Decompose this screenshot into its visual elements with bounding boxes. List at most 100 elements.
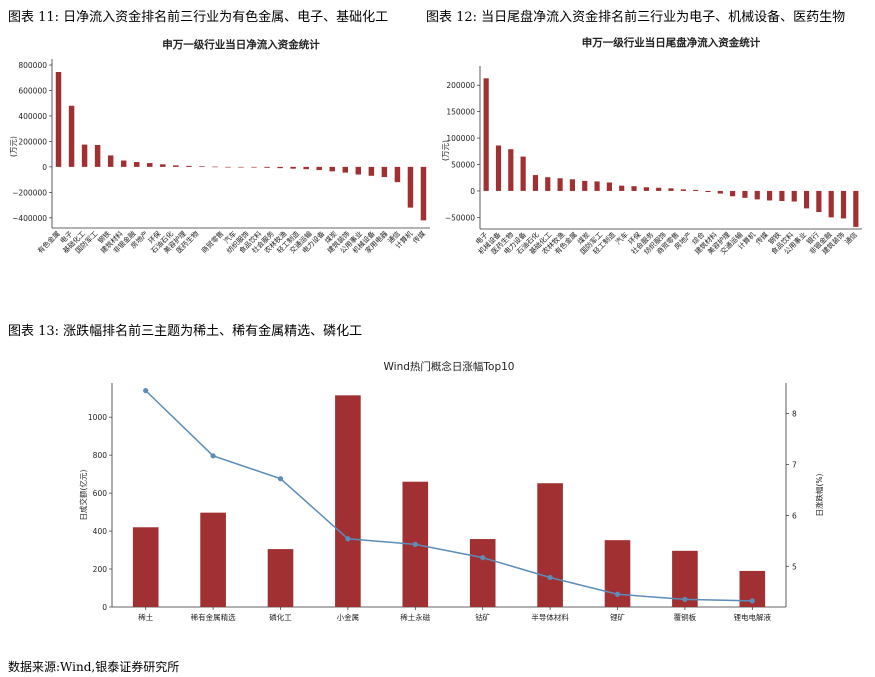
bar-7 [557, 178, 563, 191]
y-tick-label: 0 [470, 187, 475, 196]
bar-1 [132, 527, 159, 607]
bar-23 [342, 166, 349, 173]
y-tick-label: 400000 [18, 112, 47, 121]
bar-4 [520, 156, 526, 191]
bar-6 [545, 177, 551, 191]
y-tick-label: 200000 [446, 81, 475, 90]
x-tick-label: 稀土 [138, 612, 153, 622]
y-tick-label: 600 [93, 489, 108, 498]
bar-8 [147, 163, 153, 167]
bar-13 [631, 186, 637, 191]
line-point-5 [412, 541, 418, 547]
y-tick-label: 200 [93, 565, 108, 574]
bar-17 [264, 166, 270, 168]
bar-24 [355, 166, 362, 175]
bar-3 [81, 144, 88, 167]
bar-6 [120, 160, 127, 167]
line-series [145, 390, 753, 602]
y-tick-label: −400000 [12, 214, 47, 223]
bar-24 [766, 190, 773, 201]
line-point-8 [614, 591, 621, 597]
y-axis-label: (万元) [9, 136, 18, 157]
bar-13 [212, 166, 218, 168]
y-tick-label: 0 [102, 603, 107, 612]
bar-28 [816, 190, 822, 213]
bar-29 [420, 166, 427, 221]
bar-14 [225, 166, 231, 168]
y-right-tick-label: 5 [792, 562, 797, 571]
y-tick-label: −200000 [12, 188, 47, 197]
bar-18 [693, 189, 699, 191]
bar-26 [791, 190, 797, 202]
bar-15 [238, 166, 244, 168]
x-tick-label: 稀有金属精选 [191, 612, 236, 622]
line-point-2 [210, 453, 216, 459]
chart-title: 申万一级行业当日净流入资金统计 [162, 38, 320, 51]
bar-16 [668, 188, 674, 191]
y-axis-right-label: 日涨跌幅(%) [814, 473, 824, 516]
chart-title: Wind热门概念日涨幅Top10 [384, 360, 515, 373]
bar-9 [582, 180, 588, 191]
bar-19 [290, 166, 296, 169]
y-tick-label: −50000 [445, 213, 475, 222]
bar-8 [604, 540, 631, 607]
bar-12 [199, 166, 205, 167]
bar-10 [173, 165, 179, 167]
bar-30 [840, 190, 847, 219]
line-point-1 [143, 388, 149, 394]
x-tick-label: 钴矿 [475, 612, 490, 622]
x-tick-label: 覆铜板 [674, 612, 697, 622]
bar-31 [853, 190, 859, 227]
x-tick-label: 有色金属 [36, 229, 62, 255]
y-tick-label: 150000 [446, 108, 475, 117]
bar-20 [717, 190, 723, 194]
bar-15 [656, 187, 662, 191]
bar-23 [754, 190, 760, 200]
bar-11 [606, 182, 612, 191]
bar-25 [779, 190, 785, 201]
y-tick-label: 400 [93, 527, 108, 536]
x-tick-label: 半导体材料 [531, 612, 569, 622]
y-tick-label: 800000 [18, 61, 47, 70]
x-tick-label: 通信 [843, 230, 859, 246]
bar-22 [329, 166, 335, 172]
line-point-6 [480, 555, 486, 561]
y-tick-label: 200000 [18, 137, 47, 146]
bar-7 [133, 162, 140, 167]
chart-title: 申万一级行业当日尾盘净流入资金统计 [582, 36, 761, 49]
bar-22 [742, 190, 748, 198]
bar-5 [532, 175, 539, 191]
figure-12-caption: 图表 12: 当日尾盘净流入资金排名前三行业为电子、机械设备、医药生物 [426, 10, 846, 25]
line-point-4 [345, 536, 351, 542]
bar-10 [594, 181, 600, 191]
x-tick-label: 汽车 [614, 230, 630, 246]
x-tick-label: 小金属 [337, 612, 360, 622]
bar-4 [335, 395, 361, 607]
bar-21 [316, 166, 322, 171]
x-tick-label: 锂矿 [610, 612, 625, 622]
bar-4 [94, 144, 101, 167]
bar-21 [730, 190, 736, 197]
y-tick-label: 1000 [88, 413, 107, 422]
source-note: 数据来源:Wind,银泰证券研究所 [8, 660, 180, 674]
bar-12 [619, 185, 625, 191]
y-right-tick-label: 7 [792, 460, 797, 469]
bar-27 [803, 190, 810, 209]
figure-13-caption: 图表 13: 涨跌幅排名前三主题为稀土、稀有金属精选、磷化工 [8, 324, 363, 339]
x-tick-label: 传媒 [411, 229, 427, 245]
bar-14 [643, 187, 649, 191]
bar-27 [394, 166, 401, 183]
bar-7 [537, 483, 563, 607]
y-tick-label: 600000 [18, 86, 47, 95]
bar-19 [705, 190, 711, 192]
line-point-10 [749, 598, 755, 604]
y-axis-label: (万元) [441, 140, 450, 161]
x-tick-label: 稀土永磁 [400, 612, 430, 622]
figure-11-caption: 图表 11: 日净流入资金排名前三行业为有色金属、电子、基础化工 [8, 10, 389, 25]
x-tick-label: 商贸零售 [199, 229, 225, 255]
x-tick-label: 磷化工 [269, 612, 292, 622]
y-tick-label: 100000 [446, 134, 475, 143]
bar-6 [469, 539, 496, 607]
bar-2 [495, 145, 502, 191]
bar-5 [107, 155, 114, 167]
